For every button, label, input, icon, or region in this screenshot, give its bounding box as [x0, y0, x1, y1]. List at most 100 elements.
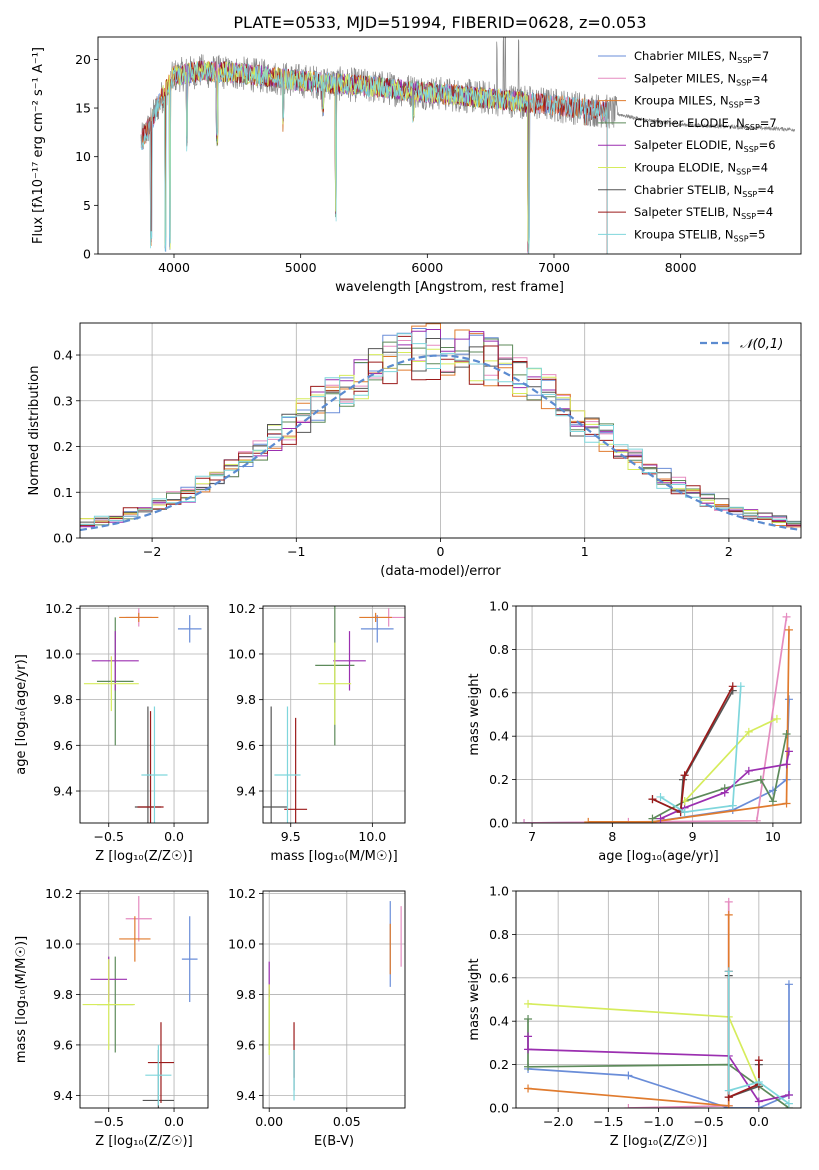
- weight-line-salpeter-stelib: [652, 685, 734, 814]
- weight-line-salpeter-miles: [628, 901, 730, 1108]
- y-axis-label: mass weight: [467, 958, 482, 1040]
- y-tick-label: 0.6: [489, 970, 509, 985]
- weight-point-marker: [782, 799, 791, 808]
- x-tick-label: −1: [287, 544, 305, 559]
- weight-point-marker: [768, 797, 777, 806]
- error-bars: [83, 608, 202, 823]
- weight-point-marker: [752, 816, 761, 823]
- histogram-lines: [80, 323, 801, 532]
- axes-frame: [262, 605, 406, 824]
- legend-entry-name: Kroupa STELIB, N: [634, 227, 734, 241]
- y-tick-label: 9.6: [236, 738, 256, 753]
- x-tick-label: 7: [528, 829, 536, 844]
- weight-point-marker: [524, 999, 533, 1008]
- legend-entry-count: =4: [751, 161, 768, 175]
- y-tick-label: 10.2: [45, 601, 73, 616]
- y-tick-label: 10.2: [45, 886, 73, 901]
- x-axis-label: Z [log₁₀(Z/Z☉)]: [95, 1134, 192, 1149]
- y-tick-label: 0.8: [489, 927, 509, 942]
- x-axis-label: age [log₁₀(age/yr)]: [598, 849, 719, 864]
- weight-point-marker: [584, 817, 593, 823]
- residuals-panel: −2 −1 0 1 2 0.0 0.1 0.2 0.3 0.4 (data-model)/error…: [27, 322, 802, 579]
- x-tick-label: 0.0: [164, 829, 184, 844]
- legend-entry-name: Chabrier STELIB, N: [634, 183, 742, 197]
- weight-line-kroupa-elodie: [683, 718, 778, 802]
- x-tick-label: 0.0: [164, 1114, 184, 1129]
- y-tick-label: 10.0: [228, 646, 256, 661]
- weight-point-marker: [784, 625, 793, 634]
- weight-point-marker: [524, 1015, 533, 1024]
- x-tick-label: 6000: [411, 260, 443, 275]
- error-bars: [263, 606, 405, 823]
- error-bars: [82, 896, 198, 1108]
- weight-point-marker: [772, 714, 781, 723]
- y-axis-label: mass weight: [467, 673, 482, 755]
- x-tick-label: 9: [689, 829, 697, 844]
- weight-point-marker: [524, 1032, 533, 1041]
- legend-subscript: SSP: [737, 56, 752, 65]
- y-tick-label: 0.4: [53, 348, 73, 363]
- weight-point-marker: [754, 1056, 763, 1065]
- y-tick-label: 9.8: [53, 692, 73, 707]
- weight-point-marker: [624, 1104, 633, 1108]
- weight-point-marker: [784, 747, 793, 756]
- y-tick-label: 0: [83, 247, 91, 262]
- legend-entry: Kroupa ELODIE, NSSP=4: [634, 161, 768, 177]
- histogram-kroupa-stelib: [80, 333, 801, 525]
- y-tick-label: 10.0: [45, 936, 73, 951]
- weight-point-marker: [648, 795, 657, 804]
- legend-subscript: SSP: [729, 101, 744, 110]
- weight-point-marker: [754, 1077, 763, 1086]
- y-tick-label: 9.8: [53, 987, 73, 1002]
- weight-point-marker: [656, 814, 665, 823]
- x-tick-label: −2.0: [543, 1114, 573, 1129]
- y-tick-label: 10.0: [228, 936, 256, 951]
- y-tick-label: 0.4: [489, 1014, 509, 1029]
- weight-point-marker: [648, 814, 657, 823]
- y-tick-label: 0.6: [489, 685, 509, 700]
- legend-entry-count: =5: [749, 227, 766, 241]
- x-tick-label: 7000: [538, 260, 570, 275]
- legend-entry: Salpeter ELODIE, NSSP=6: [634, 138, 776, 154]
- weight-vs-metallicity-panel: −2.0 −1.5 −1.0 −0.5 0.0 0.0 0.2 0.4 0.6 0.8 1.0 Z […: [467, 884, 802, 1149]
- y-tick-label: 9.4: [236, 1088, 256, 1103]
- weight-point-marker: [724, 1101, 733, 1108]
- weight-point-marker: [520, 819, 529, 823]
- legend-entry-count: =3: [744, 94, 761, 108]
- y-tick-label: 0.0: [489, 816, 509, 831]
- y-tick-label: 9.4: [53, 1088, 73, 1103]
- legend-entry-count: =7: [752, 49, 769, 63]
- y-tick-label: 9.6: [53, 738, 73, 753]
- weight-point-marker: [678, 775, 687, 784]
- axes-frame: [79, 605, 209, 824]
- y-tick-label: 1.0: [489, 884, 509, 899]
- weight-point-marker: [784, 695, 793, 704]
- weight-line-chabrier-miles: [527, 984, 790, 1108]
- axes-frame: [515, 605, 802, 824]
- x-tick-label: 8000: [665, 260, 697, 275]
- weight-point-marker: [724, 910, 733, 919]
- weight-line-kroupa-miles: [588, 629, 790, 823]
- y-tick-label: 9.8: [236, 692, 256, 707]
- weight-point-marker: [782, 730, 791, 739]
- y-tick-label: 0.0: [489, 1101, 509, 1116]
- weight-point-marker: [736, 682, 745, 691]
- y-tick-label: 0.2: [489, 772, 509, 787]
- legend-entry-name: Kroupa MILES, N: [634, 94, 729, 108]
- x-tick-label: 0.0: [749, 1114, 769, 1129]
- weight-line-kroupa-stelib: [660, 686, 742, 813]
- y-tick-label: 15: [75, 101, 91, 116]
- x-tick-label: 4000: [158, 260, 190, 275]
- x-axis-label: Z [log₁₀(Z/Z☉)]: [95, 849, 192, 864]
- y-tick-label: 10: [75, 149, 91, 164]
- figure-title: PLATE=0533, MJD=51994, FIBERID=0628, z=0…: [233, 13, 646, 32]
- legend-entry: Salpeter STELIB, NSSP=4: [634, 205, 773, 221]
- x-tick-label: 10.0: [358, 829, 386, 844]
- legend-entry-name: Salpeter STELIB, N: [634, 205, 741, 219]
- weight-point-marker: [728, 682, 737, 691]
- weight-line-kroupa-elodie: [527, 1002, 760, 1087]
- weight-point-marker: [524, 1062, 533, 1071]
- weight-point-marker: [744, 766, 753, 775]
- mass-vs-metallicity-panel: −0.5 0.0 9.4 9.6 9.8 10.0 10.2 Z [log₁₀(Z/Z☉)] m…: [14, 886, 209, 1149]
- legend-entry-count: =4: [757, 183, 774, 197]
